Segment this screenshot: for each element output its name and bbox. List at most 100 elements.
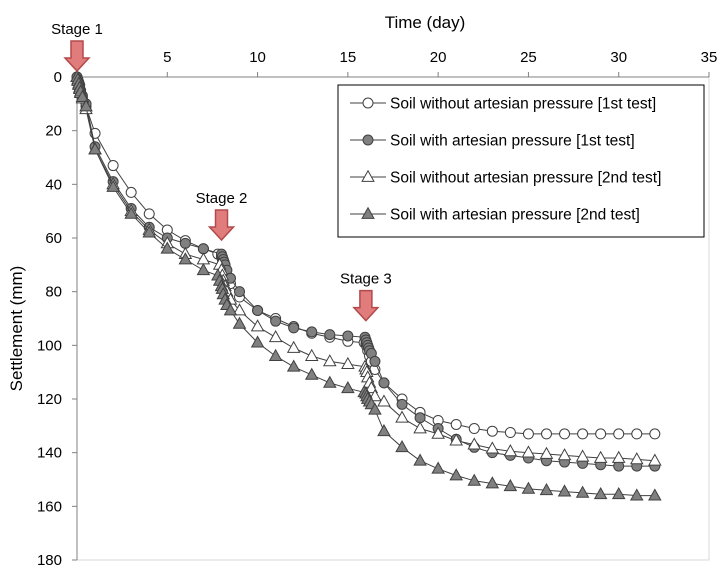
data-point bbox=[593, 450, 608, 463]
data-point bbox=[593, 486, 608, 500]
x-tick-label: 15 bbox=[340, 49, 357, 66]
series-4 bbox=[70, 69, 662, 501]
data-point bbox=[557, 448, 572, 461]
data-point bbox=[142, 225, 157, 238]
axes: 05101520253035020406080100120140160180 bbox=[37, 49, 717, 569]
stage1-annotation: Stage 1 bbox=[51, 21, 103, 73]
y-tick-label: 140 bbox=[37, 445, 62, 462]
x-tick-label: 35 bbox=[701, 49, 718, 66]
data-point bbox=[431, 461, 445, 474]
stage-label: Stage 2 bbox=[196, 190, 248, 207]
stage-label: Stage 3 bbox=[340, 271, 392, 288]
data-point bbox=[368, 402, 382, 415]
data-point bbox=[577, 428, 589, 440]
stage-arrow-icon bbox=[207, 209, 236, 242]
data-point bbox=[252, 304, 264, 316]
legend: Soil without artesian pressure [1st test… bbox=[337, 84, 705, 238]
data-point bbox=[234, 286, 246, 298]
y-tick-label: 180 bbox=[37, 552, 62, 569]
data-point bbox=[178, 252, 193, 265]
data-point bbox=[323, 375, 337, 388]
data-point bbox=[503, 444, 518, 457]
data-point bbox=[369, 355, 381, 367]
data-point bbox=[232, 316, 247, 329]
data-point bbox=[396, 398, 408, 410]
stage-arrow-icon bbox=[63, 40, 91, 73]
y-tick-label: 40 bbox=[45, 176, 62, 193]
data-point bbox=[268, 330, 283, 343]
data-point bbox=[521, 481, 536, 494]
data-point bbox=[378, 377, 390, 389]
data-point bbox=[106, 179, 120, 192]
y-tick-label: 20 bbox=[45, 123, 62, 140]
legend-label: Soil without artesian pressure [2nd test… bbox=[390, 170, 661, 187]
x-tick-label: 5 bbox=[163, 49, 171, 66]
legend-marker-icon bbox=[361, 206, 375, 219]
data-point bbox=[522, 428, 534, 440]
legend-label: Soil with artesian pressure [1st test] bbox=[390, 133, 635, 150]
series-line bbox=[76, 76, 655, 497]
data-point bbox=[160, 241, 175, 254]
data-point bbox=[196, 262, 211, 276]
stage-annotations: Stage 1 Stage 2 Stage 3 bbox=[51, 21, 392, 322]
legend-label: Soil with artesian pressure [2nd test] bbox=[390, 207, 640, 224]
data-point bbox=[539, 446, 554, 459]
data-point bbox=[648, 488, 662, 501]
data-point bbox=[449, 468, 463, 481]
data-point bbox=[270, 315, 282, 327]
data-point bbox=[413, 421, 427, 434]
y-tick-label: 120 bbox=[37, 391, 62, 408]
data-point bbox=[268, 348, 283, 361]
data-point bbox=[107, 160, 119, 172]
legend-marker-icon bbox=[362, 134, 374, 146]
data-point bbox=[288, 322, 300, 334]
x-tick-label: 10 bbox=[249, 49, 266, 66]
data-point bbox=[449, 433, 463, 446]
data-point bbox=[611, 486, 626, 500]
data-point bbox=[468, 423, 480, 435]
data-point bbox=[232, 303, 247, 316]
data-point bbox=[631, 428, 643, 440]
data-point bbox=[486, 425, 498, 437]
data-point bbox=[395, 410, 409, 423]
data-point bbox=[613, 428, 625, 440]
data-point bbox=[559, 428, 571, 440]
x-tick-label: 25 bbox=[520, 49, 537, 66]
data-point bbox=[124, 206, 138, 219]
legend-box bbox=[337, 84, 705, 238]
stage-arrow-icon bbox=[352, 289, 380, 322]
data-point bbox=[323, 354, 337, 367]
data-point bbox=[377, 394, 391, 407]
x-tick-label: 20 bbox=[430, 49, 447, 66]
data-point bbox=[125, 186, 137, 198]
data-point bbox=[431, 426, 445, 439]
legend-entry: Soil with artesian pressure [2nd test] bbox=[350, 207, 640, 224]
data-point bbox=[521, 445, 536, 458]
data-point bbox=[143, 208, 155, 220]
data-point bbox=[485, 476, 500, 489]
legend-marker-icon bbox=[361, 169, 375, 182]
data-point bbox=[324, 329, 336, 341]
y-tick-label: 100 bbox=[37, 337, 62, 354]
data-point bbox=[575, 485, 590, 498]
data-point bbox=[450, 418, 462, 430]
data-point bbox=[304, 367, 319, 380]
data-point bbox=[75, 89, 90, 102]
data-point bbox=[341, 356, 355, 369]
data-point bbox=[413, 453, 427, 466]
data-point bbox=[467, 473, 482, 486]
data-point bbox=[341, 380, 355, 394]
data-point bbox=[467, 437, 482, 450]
data-point bbox=[79, 99, 93, 112]
x-tick-label: 30 bbox=[610, 49, 627, 66]
legend-marker-icon bbox=[362, 97, 374, 109]
stage-label: Stage 1 bbox=[51, 21, 103, 38]
stage2-annotation: Stage 2 bbox=[196, 190, 248, 242]
data-point bbox=[557, 484, 572, 497]
data-point bbox=[595, 428, 607, 440]
legend-label: Soil without artesian pressure [1st test… bbox=[390, 96, 656, 113]
data-point bbox=[250, 319, 265, 332]
data-point bbox=[539, 482, 554, 496]
legend-entry: Soil without artesian pressure [2nd test… bbox=[350, 170, 661, 187]
